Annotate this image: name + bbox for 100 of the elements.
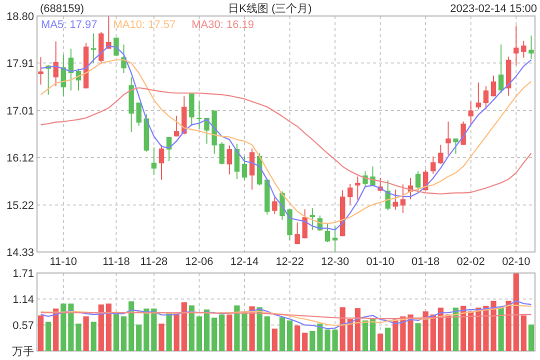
bar [249,306,255,351]
y-tick-label: 18.80 [6,11,34,23]
bar [430,314,436,351]
bar [144,308,150,351]
bar [422,311,428,351]
bar [166,312,172,351]
y-tick-label: 1.14 [12,294,34,306]
bar [181,302,187,351]
bar [370,319,376,351]
bar [513,273,519,351]
chart-title: 日K线图 (三个月) [228,2,312,15]
candlestick [476,82,482,110]
y-tick-label: 16.12 [6,152,34,164]
series-label: MA5: 17.97 [41,19,98,31]
candlestick [415,170,421,192]
x-tick-label: 01-10 [366,256,394,268]
bar [272,328,278,351]
bar [310,330,316,351]
candlestick [294,222,300,245]
x-tick-label: 11-10 [50,256,78,268]
candlestick [430,156,436,174]
x-tick-label: 12-06 [185,256,214,268]
candlestick [310,208,316,230]
candlestick [521,40,526,58]
bar [354,308,360,351]
bar [438,308,444,351]
bar [83,316,89,351]
x-tick-label: 12-14 [230,256,259,268]
bar [60,304,66,351]
bar [279,317,286,351]
line-series [40,87,532,195]
candlestick [438,144,444,164]
bar [264,316,270,351]
bar [506,300,512,351]
bar [498,308,504,351]
candlestick [528,35,534,60]
candlestick [249,148,255,190]
candlestick [158,144,164,180]
bar [520,315,526,351]
bar [219,314,225,351]
x-tick-label: 01-18 [412,256,440,268]
bar [46,322,52,351]
candlestick [226,144,232,175]
candlestick [302,208,308,239]
bar [445,314,452,351]
candlestick [196,101,202,130]
bar [468,311,474,351]
candlestick [483,86,489,110]
x-tick-label: 12-22 [276,256,304,268]
candlestick [174,115,180,137]
candlestick [460,121,466,146]
candlestick [324,222,330,242]
candlestick [498,44,504,94]
y-tick-label: 17.91 [6,58,34,70]
candlestick [514,25,519,66]
x-tick-label: 02-02 [456,256,485,268]
bar [212,318,218,351]
candlestick [468,101,474,126]
bar [98,304,104,351]
bar [226,314,232,351]
candlestick [90,32,96,64]
candlestick [490,75,496,97]
bar [340,307,346,351]
candlestick [242,156,248,180]
bar [204,309,210,351]
bar [392,320,398,351]
bar [158,324,164,351]
bar [385,328,391,351]
candlestick [355,176,360,200]
bar [151,308,157,351]
bar [128,301,134,351]
candlestick [114,37,119,57]
candlestick [272,195,278,214]
y-tick-label: 1.71 [12,268,34,280]
bar [90,322,96,351]
candlestick [453,138,458,154]
candlestick [136,102,142,126]
bar [38,315,44,351]
bar [362,320,368,351]
y-tick-label: 15.22 [6,200,34,212]
bar [347,319,353,351]
line-series [40,300,532,330]
bar [188,305,194,351]
text: MA10: 17.57 [113,19,176,31]
bar [302,332,308,351]
candlestick [400,184,406,214]
bar [53,308,59,351]
y-axis-title: 万手 [12,345,34,358]
candlestick [151,146,157,176]
candlestick [189,92,194,126]
x-tick-label: 11-28 [140,256,168,268]
bar [452,308,459,351]
candlestick [38,56,44,86]
bar [106,304,112,351]
y-tick-label: 14.33 [6,247,34,259]
bar [174,314,180,351]
candlestick [348,183,353,205]
candlestick [219,142,224,165]
candlestick [332,225,338,252]
bar [196,316,202,351]
